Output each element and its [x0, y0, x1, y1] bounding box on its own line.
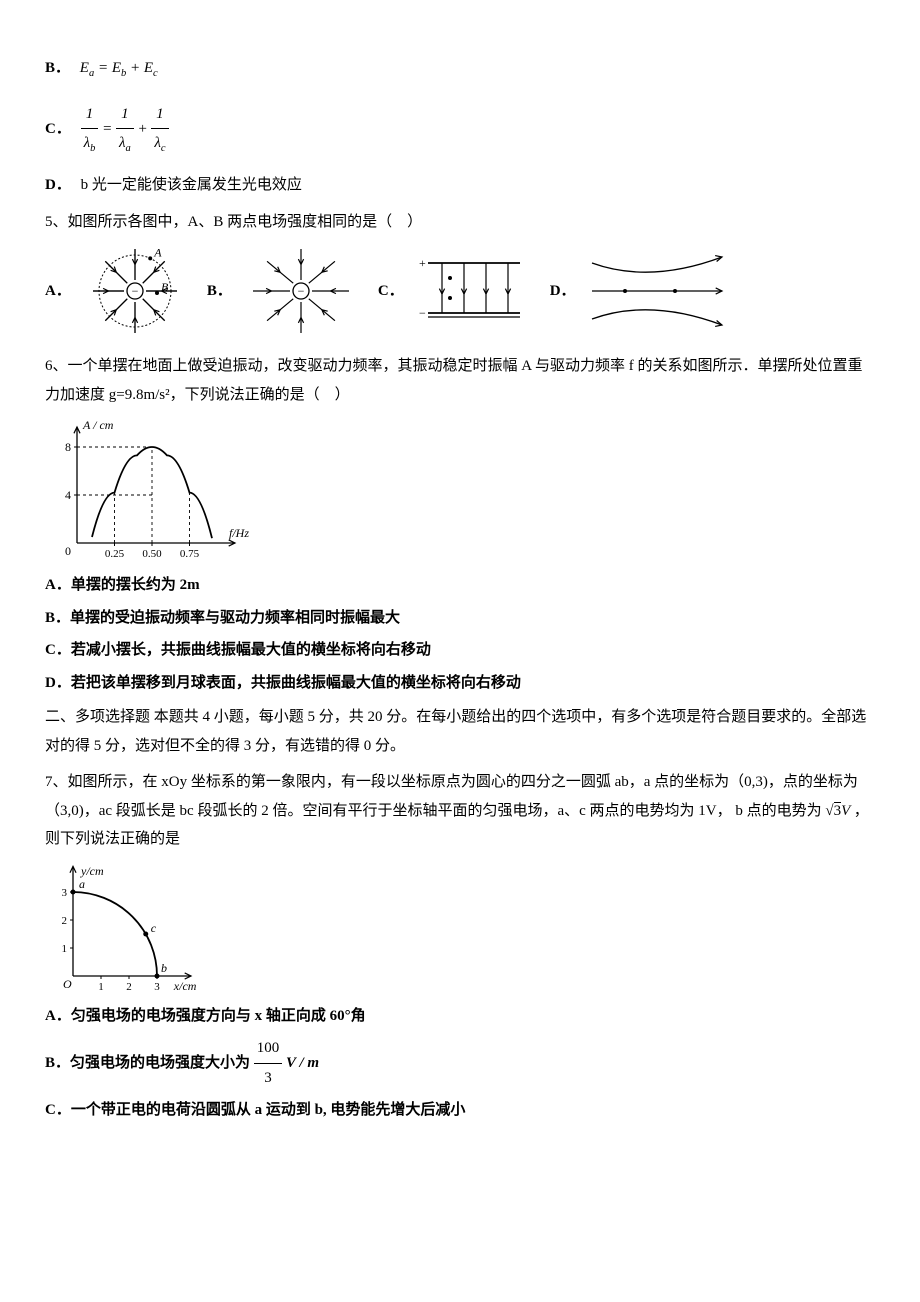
- svg-text:2: 2: [126, 981, 132, 993]
- q5-fig-C: C． +−: [378, 251, 538, 331]
- svg-text:A / cm: A / cm: [82, 418, 114, 432]
- q7-stem: 7、如图所示，在 xOy 坐标系的第一象限内，有一段以坐标原点为圆心的四分之一圆…: [45, 768, 875, 854]
- sqrt-expr: √3V: [825, 802, 853, 819]
- q5-fig-D: D．: [550, 251, 730, 331]
- denominator: λb: [81, 129, 99, 159]
- numerator: 1: [151, 100, 168, 130]
- numerator: 1: [116, 100, 134, 130]
- text-post: V / m: [286, 1055, 319, 1071]
- svg-text:x/cm: x/cm: [173, 979, 197, 993]
- q4-option-C: C． 1 λb = 1 λa + 1 λc: [45, 100, 875, 159]
- field-diagram-D: [580, 251, 730, 331]
- numerator: 100: [254, 1034, 283, 1064]
- svg-text:B: B: [161, 280, 169, 294]
- option-text: C．一个带正电的电荷沿圆弧从 a 运动到 b, 电势能先增大后减小: [45, 1102, 465, 1118]
- svg-text:−: −: [419, 306, 426, 320]
- option-text: b 光一定能使该金属发生光电效应: [81, 177, 302, 193]
- sub-c: c: [153, 68, 158, 79]
- svg-text:1: 1: [98, 981, 104, 993]
- q6-option-B: B．单摆的受迫振动频率与驱动力频率相同时振幅最大: [45, 604, 875, 633]
- svg-text:O: O: [63, 977, 72, 991]
- fig-label: B．: [207, 277, 232, 306]
- q6-option-A: A．单摆的摆长约为 2m: [45, 571, 875, 600]
- svg-text:0.25: 0.25: [105, 548, 125, 560]
- resonance-curve-chart: 4 8 0.25 0.50 0.75 0 A / cm f/Hz: [45, 415, 255, 565]
- sub-a: a: [89, 68, 94, 79]
- q7-option-C: C．一个带正电的电荷沿圆弧从 a 运动到 b, 电势能先增大后减小: [45, 1096, 875, 1125]
- q7-option-A: A．匀强电场的电场强度方向与 x 轴正向成 60°角: [45, 1002, 875, 1031]
- opt-label: B．: [45, 54, 70, 83]
- q7-option-B: B．匀强电场的电场强度大小为 100 3 V / m: [45, 1034, 875, 1092]
- svg-text:A: A: [153, 246, 162, 259]
- q5-figures: A． −AB B． − C． +− D．: [45, 246, 875, 336]
- option-text: C．若减小摆长，共振曲线振幅最大值的横坐标将向右移动: [45, 642, 431, 658]
- svg-text:0.75: 0.75: [180, 548, 200, 560]
- q5-fig-B: B． −: [207, 246, 366, 336]
- svg-text:a: a: [79, 877, 85, 891]
- section2-heading: 二、多项选择题 本题共 4 小题，每小题 5 分，共 20 分。在每小题给出的四…: [45, 703, 875, 760]
- q6-option-C: C．若减小摆长，共振曲线振幅最大值的横坐标将向右移动: [45, 636, 875, 665]
- option-text: B．单摆的受迫振动频率与驱动力频率相同时振幅最大: [45, 610, 400, 626]
- option-text: B．匀强电场的电场强度大小为 100 3 V / m: [45, 1055, 319, 1071]
- q5-fig-A: A． − A B: [45, 246, 195, 336]
- option-text: A．匀强电场的电场强度方向与 x 轴正向成 60°角: [45, 1008, 366, 1024]
- fraction: 1 λa: [116, 100, 134, 159]
- fraction: 100 3: [254, 1034, 283, 1092]
- fig-label: D．: [550, 277, 576, 306]
- field-diagram-B: −: [236, 246, 366, 336]
- denominator: λa: [116, 129, 134, 159]
- equation: 1 λb = 1 λa + 1 λc: [81, 121, 169, 137]
- svg-text:0: 0: [65, 544, 71, 558]
- var-E: E: [80, 60, 89, 76]
- svg-text:b: b: [161, 961, 167, 975]
- fig-label: C．: [378, 277, 404, 306]
- svg-text:c: c: [151, 921, 157, 935]
- text-pre: B．匀强电场的电场强度大小为: [45, 1055, 250, 1071]
- svg-text:+: +: [419, 256, 426, 270]
- svg-text:−: −: [131, 284, 138, 298]
- opt-label: D．: [45, 171, 71, 200]
- svg-text:−: −: [297, 284, 304, 298]
- field-diagram-C: +−: [408, 251, 538, 331]
- svg-text:4: 4: [65, 488, 71, 502]
- svg-text:3: 3: [154, 981, 160, 993]
- sub-b: b: [90, 143, 95, 154]
- quarter-arc-chart: 123123Oy/cmx/cmabc: [45, 858, 215, 998]
- q5-stem: 5、如图所示各图中，A、B 两点电场强度相同的是（ ）: [45, 208, 875, 237]
- svg-text:0.50: 0.50: [142, 548, 162, 560]
- q4-option-B: B． Ea = Eb + Ec: [45, 54, 875, 84]
- sub-c: c: [161, 143, 166, 154]
- numerator: 1: [81, 100, 99, 130]
- opt-label: C．: [45, 115, 71, 144]
- q6-stem: 6、一个单摆在地面上做受迫振动，改变驱动力频率，其振动稳定时振幅 A 与驱动力频…: [45, 352, 875, 409]
- var-E: E: [144, 60, 153, 76]
- denominator: 3: [254, 1064, 283, 1093]
- fraction: 1 λb: [81, 100, 99, 159]
- equation: Ea = Eb + Ec: [80, 60, 158, 76]
- fig-label: A．: [45, 277, 71, 306]
- svg-text:f/Hz: f/Hz: [229, 526, 249, 540]
- denominator: λc: [151, 129, 168, 159]
- stem-text-1: 7、如图所示，在 xOy 坐标系的第一象限内，有一段以坐标原点为圆心的四分之一圆…: [45, 774, 858, 819]
- q6-option-D: D．若把该单摆移到月球表面，共振曲线振幅最大值的横坐标将向右移动: [45, 669, 875, 698]
- option-text: D．若把该单摆移到月球表面，共振曲线振幅最大值的横坐标将向右移动: [45, 675, 521, 691]
- field-diagram-A: − A B: [75, 246, 195, 336]
- fraction: 1 λc: [151, 100, 168, 159]
- sub-a: a: [125, 143, 130, 154]
- svg-text:3: 3: [62, 887, 68, 899]
- option-text: A．单摆的摆长约为 2m: [45, 577, 200, 593]
- q4-option-D: D． b 光一定能使该金属发生光电效应: [45, 171, 875, 200]
- sub-b: b: [121, 68, 126, 79]
- svg-text:1: 1: [62, 943, 68, 955]
- var-E: E: [112, 60, 121, 76]
- svg-text:8: 8: [65, 440, 71, 454]
- svg-text:2: 2: [62, 915, 68, 927]
